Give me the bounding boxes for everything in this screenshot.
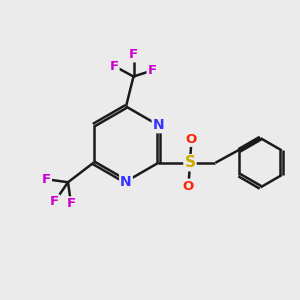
Text: S: S	[184, 155, 196, 170]
Text: N: N	[120, 175, 132, 188]
Text: F: F	[129, 48, 138, 62]
Text: F: F	[42, 173, 51, 186]
Text: O: O	[183, 180, 194, 193]
Text: F: F	[67, 197, 76, 210]
Text: F: F	[50, 195, 59, 208]
Text: F: F	[110, 59, 118, 73]
Text: O: O	[186, 133, 197, 146]
Text: F: F	[148, 64, 157, 77]
Text: N: N	[153, 118, 164, 132]
